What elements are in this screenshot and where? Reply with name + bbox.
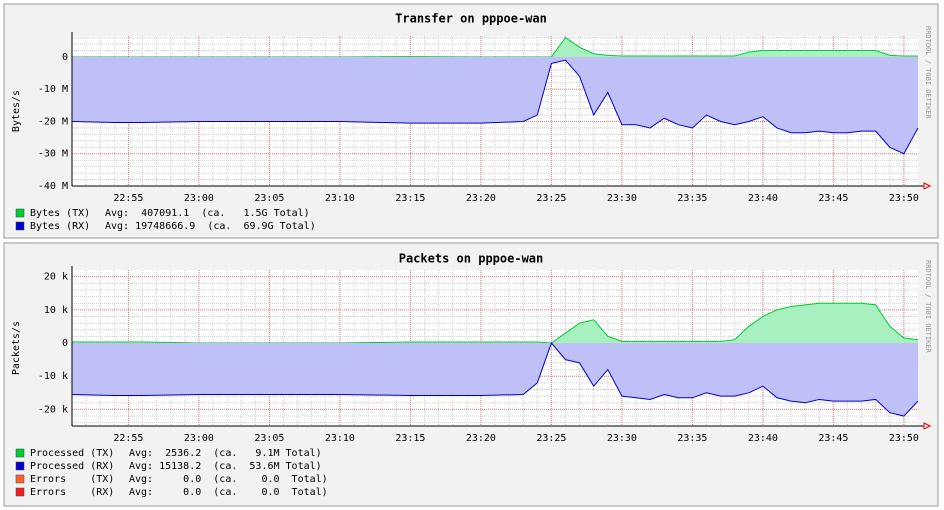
y-tick-label: -30 M bbox=[38, 149, 68, 160]
x-tick-label: 23:05 bbox=[254, 193, 284, 204]
y-tick-label: 0 bbox=[62, 338, 68, 349]
x-tick-label: 23:40 bbox=[748, 193, 778, 204]
y-tick-label: 0 bbox=[62, 52, 68, 63]
x-tick-label: 23:05 bbox=[254, 433, 284, 444]
x-tick-label: 23:10 bbox=[325, 433, 355, 444]
y-tick-label: -40 M bbox=[38, 181, 68, 192]
legend-label: Bytes (TX) bbox=[30, 208, 90, 219]
axis-arrow bbox=[923, 422, 932, 430]
y-tick-label: -20 k bbox=[38, 404, 68, 415]
y-tick-label: -10 k bbox=[38, 371, 68, 382]
x-tick-label: 23:20 bbox=[466, 433, 496, 444]
x-tick-label: 23:40 bbox=[748, 433, 778, 444]
legend-swatch bbox=[15, 461, 25, 471]
legend-summary: Avg: 0.0 (ca. 0.0 Total) bbox=[129, 474, 328, 485]
watermark: RRDTOOL / TOBI OETIKER bbox=[924, 260, 932, 354]
x-tick-label: 23:00 bbox=[184, 193, 214, 204]
series-line bbox=[71, 59, 919, 155]
series-line bbox=[72, 36, 918, 58]
chart-title: Transfer on pppoe-wan bbox=[395, 12, 547, 26]
x-tick-label: 23:35 bbox=[677, 193, 707, 204]
legend-swatch bbox=[15, 221, 25, 231]
area-fill bbox=[72, 343, 918, 417]
area-fill bbox=[72, 37, 918, 57]
y-tick-label: 10 k bbox=[44, 305, 68, 316]
legend-summary: Avg: 15138.2 (ca. 53.6M Total) bbox=[129, 461, 322, 472]
area-fill bbox=[72, 303, 918, 344]
legend-swatch bbox=[15, 208, 25, 218]
chart-title: Packets on pppoe-wan bbox=[399, 252, 544, 266]
legend-summary: Avg: 19748666.9 (ca. 69.9G Total) bbox=[105, 221, 316, 232]
y-tick-label: 20 k bbox=[44, 272, 68, 283]
watermark: RRDTOOL / TOBI OETIKER bbox=[924, 26, 932, 120]
legend-swatch bbox=[15, 474, 25, 484]
x-tick-label: 22:55 bbox=[113, 433, 143, 444]
y-axis-label: Bytes/s bbox=[11, 90, 22, 132]
legend-summary: Avg: 407091.1 (ca. 1.5G Total) bbox=[105, 208, 310, 219]
series-line bbox=[71, 342, 919, 417]
legend-summary: Avg: 2536.2 (ca. 9.1M Total) bbox=[129, 448, 322, 459]
x-tick-label: 22:55 bbox=[113, 193, 143, 204]
x-tick-label: 23:10 bbox=[325, 193, 355, 204]
x-tick-label: 23:15 bbox=[395, 433, 425, 444]
x-tick-label: 23:20 bbox=[466, 193, 496, 204]
x-tick-label: 23:15 bbox=[395, 193, 425, 204]
legend-label: Errors (RX) bbox=[30, 487, 114, 498]
x-tick-label: 23:30 bbox=[607, 433, 637, 444]
x-tick-label: 23:50 bbox=[889, 433, 919, 444]
x-tick-label: 23:45 bbox=[818, 433, 848, 444]
x-tick-label: 23:25 bbox=[536, 433, 566, 444]
y-axis-label: Packets/s bbox=[11, 321, 22, 375]
x-tick-label: 23:25 bbox=[536, 193, 566, 204]
y-tick-label: -20 M bbox=[38, 116, 68, 127]
x-tick-label: 23:35 bbox=[677, 433, 707, 444]
x-tick-label: 23:30 bbox=[607, 193, 637, 204]
legend-swatch bbox=[15, 487, 25, 497]
legend-swatch bbox=[15, 448, 25, 458]
legend-label: Processed (TX) bbox=[30, 448, 114, 459]
legend-label: Processed (RX) bbox=[30, 461, 114, 472]
legend-label: Bytes (RX) bbox=[30, 221, 90, 232]
x-tick-label: 23:00 bbox=[184, 433, 214, 444]
legend-label: Errors (TX) bbox=[30, 474, 114, 485]
axis-arrow bbox=[923, 182, 932, 190]
x-tick-label: 23:50 bbox=[889, 193, 919, 204]
legend-summary: Avg: 0.0 (ca. 0.0 Total) bbox=[129, 487, 328, 498]
area-fill bbox=[72, 56, 918, 154]
x-tick-label: 23:45 bbox=[818, 193, 848, 204]
y-tick-label: -10 M bbox=[38, 84, 68, 95]
series-line bbox=[72, 302, 919, 344]
